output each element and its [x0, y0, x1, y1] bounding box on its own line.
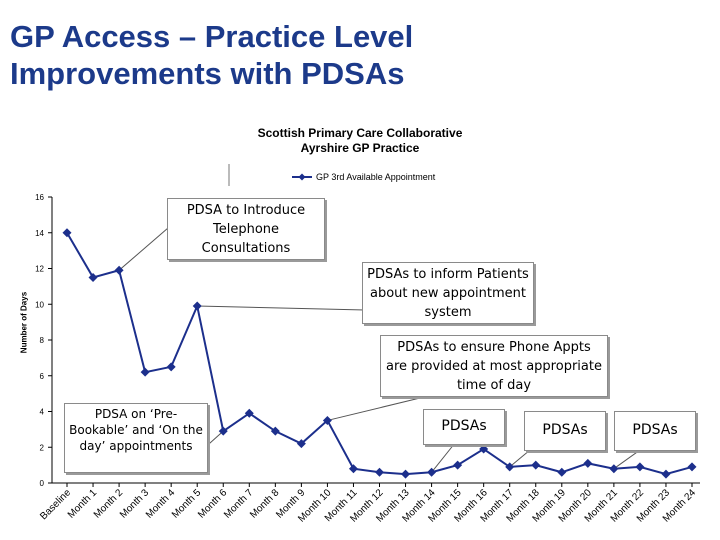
- legend-label: GP 3rd Available Appointment: [316, 172, 436, 182]
- y-tick-label: 16: [35, 193, 44, 202]
- data-point: [244, 408, 254, 418]
- chart-title: Scottish Primary Care Collaborative Ayrs…: [190, 126, 530, 156]
- data-point: [140, 367, 150, 377]
- data-point: [375, 467, 384, 477]
- callout-pdsas-1: PDSAs: [423, 409, 505, 445]
- data-point: [166, 362, 176, 372]
- callout-pointer: [118, 227, 169, 271]
- callout-pointer: [327, 397, 421, 421]
- y-tick-label: 4: [40, 408, 45, 417]
- callout-pointer: [431, 442, 456, 473]
- data-point: [505, 462, 515, 472]
- chart-title-line1: Scottish Primary Care Collaborative: [257, 126, 463, 140]
- data-point: [192, 301, 202, 311]
- y-tick-label: 8: [40, 336, 45, 345]
- callout-pdsas-2: PDSAs: [524, 411, 606, 451]
- data-point: [687, 462, 697, 472]
- data-point: [479, 444, 489, 454]
- callout-inform-patients: PDSAs to inform Patients about new appoi…: [362, 262, 534, 324]
- data-point: [62, 228, 72, 238]
- callout-prebookable: PDSA on ‘Pre-Bookable’ and ‘On the day’ …: [64, 403, 208, 473]
- data-point: [531, 460, 541, 470]
- data-point: [88, 272, 98, 282]
- y-tick-label: 0: [40, 479, 45, 488]
- callout-pointer: [509, 449, 531, 468]
- data-point: [348, 464, 358, 474]
- callout-phone-appts: PDSAs to ensure Phone Appts are provided…: [380, 335, 608, 397]
- data-point: [296, 439, 306, 449]
- data-point: [401, 469, 411, 479]
- data-point: [270, 426, 280, 436]
- data-point: [609, 464, 619, 474]
- slide-title-line2: Improvements with PDSAs: [10, 56, 405, 91]
- y-tick-label: 12: [35, 265, 44, 274]
- y-tick-label: 14: [35, 229, 44, 238]
- data-point: [218, 426, 228, 436]
- x-tick-label: Baseline: [38, 487, 73, 522]
- data-point: [557, 467, 567, 477]
- slide-title-line1: GP Access – Practice Level: [10, 19, 414, 54]
- data-point: [427, 467, 437, 477]
- data-point: [661, 469, 671, 479]
- y-tick-label: 10: [35, 300, 44, 309]
- y-tick-label: 2: [40, 443, 45, 452]
- chart-title-line2: Ayrshire GP Practice: [300, 141, 420, 155]
- data-point: [635, 462, 645, 472]
- data-point: [114, 265, 124, 275]
- slide-title: GP Access – Practice Level Improvements …: [10, 18, 650, 92]
- y-tick-label: 6: [40, 372, 45, 381]
- legend-swatch-marker: [298, 173, 306, 181]
- data-point: [322, 415, 332, 425]
- callout-telephone-consultations: PDSA to Introduce Telephone Consultation…: [167, 198, 325, 260]
- data-point: [453, 460, 463, 470]
- callout-pointer: [197, 305, 366, 311]
- data-point: [583, 458, 593, 468]
- callout-pdsas-3: PDSAs: [614, 411, 696, 451]
- callout-pointer: [613, 449, 641, 470]
